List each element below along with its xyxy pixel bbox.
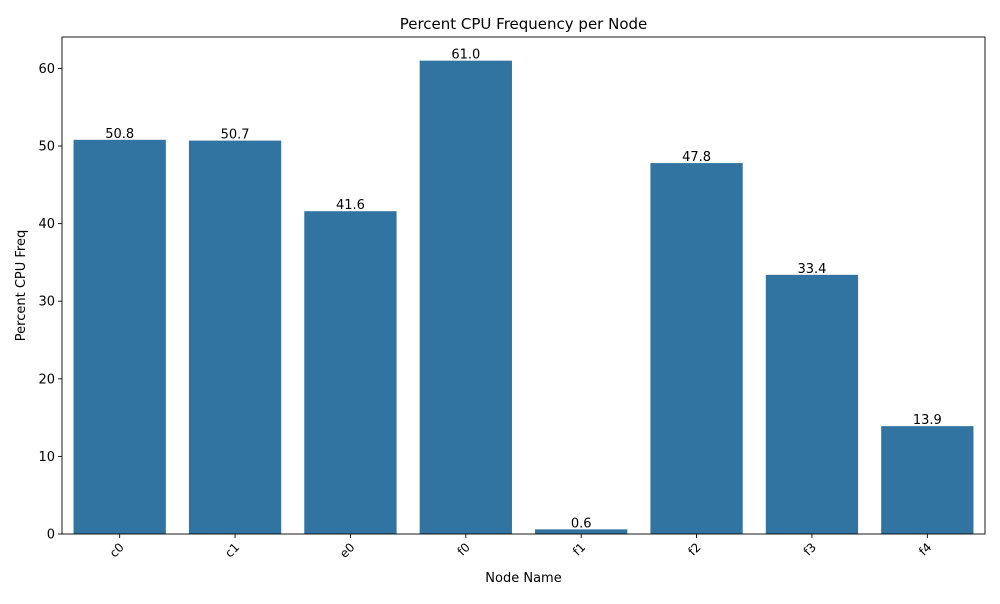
x-tick-label-c1: c1 [222, 540, 242, 560]
x-tick-label-f2: f2 [685, 540, 703, 558]
data-label-f3: 33.4 [797, 262, 826, 277]
bar-f3 [765, 274, 859, 534]
data-labels-layer: 50.8 50.7 41.6 61.0 0.6 47.8 33.4 13.9 [105, 48, 942, 532]
y-axis: 0 10 20 30 40 50 60 [38, 62, 62, 543]
bar-f0 [419, 60, 512, 535]
plot-frame [61, 36, 986, 535]
x-tick-label-e0: e0 [337, 540, 358, 561]
data-label-f4: 13.9 [913, 413, 942, 428]
y-tick-label-60: 60 [38, 62, 55, 77]
data-label-f2: 47.8 [682, 150, 711, 165]
y-axis-label: Percent CPU Freq [14, 230, 29, 341]
x-tick-label-f1: f1 [570, 540, 588, 558]
x-tick-label-f0: f0 [455, 540, 473, 558]
y-tick-label-0: 0 [47, 528, 55, 543]
data-label-c0: 50.8 [105, 127, 134, 142]
x-axis: c0 c1 e0 f0 f1 f2 f3 f4 [107, 534, 934, 561]
data-label-f1: 0.6 [571, 516, 592, 531]
x-tick-label-c0: c0 [107, 540, 127, 560]
bar-f2 [650, 163, 743, 534]
y-tick-label-40: 40 [38, 217, 55, 232]
bar-e0 [304, 211, 397, 534]
y-tick-label-50: 50 [38, 140, 55, 155]
y-tick-label-20: 20 [38, 372, 55, 387]
bars-layer [73, 60, 974, 535]
bar-c0 [73, 139, 166, 534]
data-label-f0: 61.0 [451, 48, 480, 63]
x-tick-label-f3: f3 [801, 540, 819, 558]
y-tick-label-10: 10 [38, 450, 55, 465]
x-axis-label: Node Name [485, 571, 561, 586]
chart-title: Percent CPU Frequency per Node [400, 15, 648, 33]
data-label-e0: 41.6 [336, 198, 365, 213]
bar-f1 [535, 529, 628, 534]
data-label-c1: 50.7 [221, 128, 250, 143]
x-tick-label-f4: f4 [916, 540, 934, 558]
y-tick-label-30: 30 [38, 295, 55, 310]
bar-c1 [188, 140, 282, 535]
bar-f4 [881, 426, 974, 534]
